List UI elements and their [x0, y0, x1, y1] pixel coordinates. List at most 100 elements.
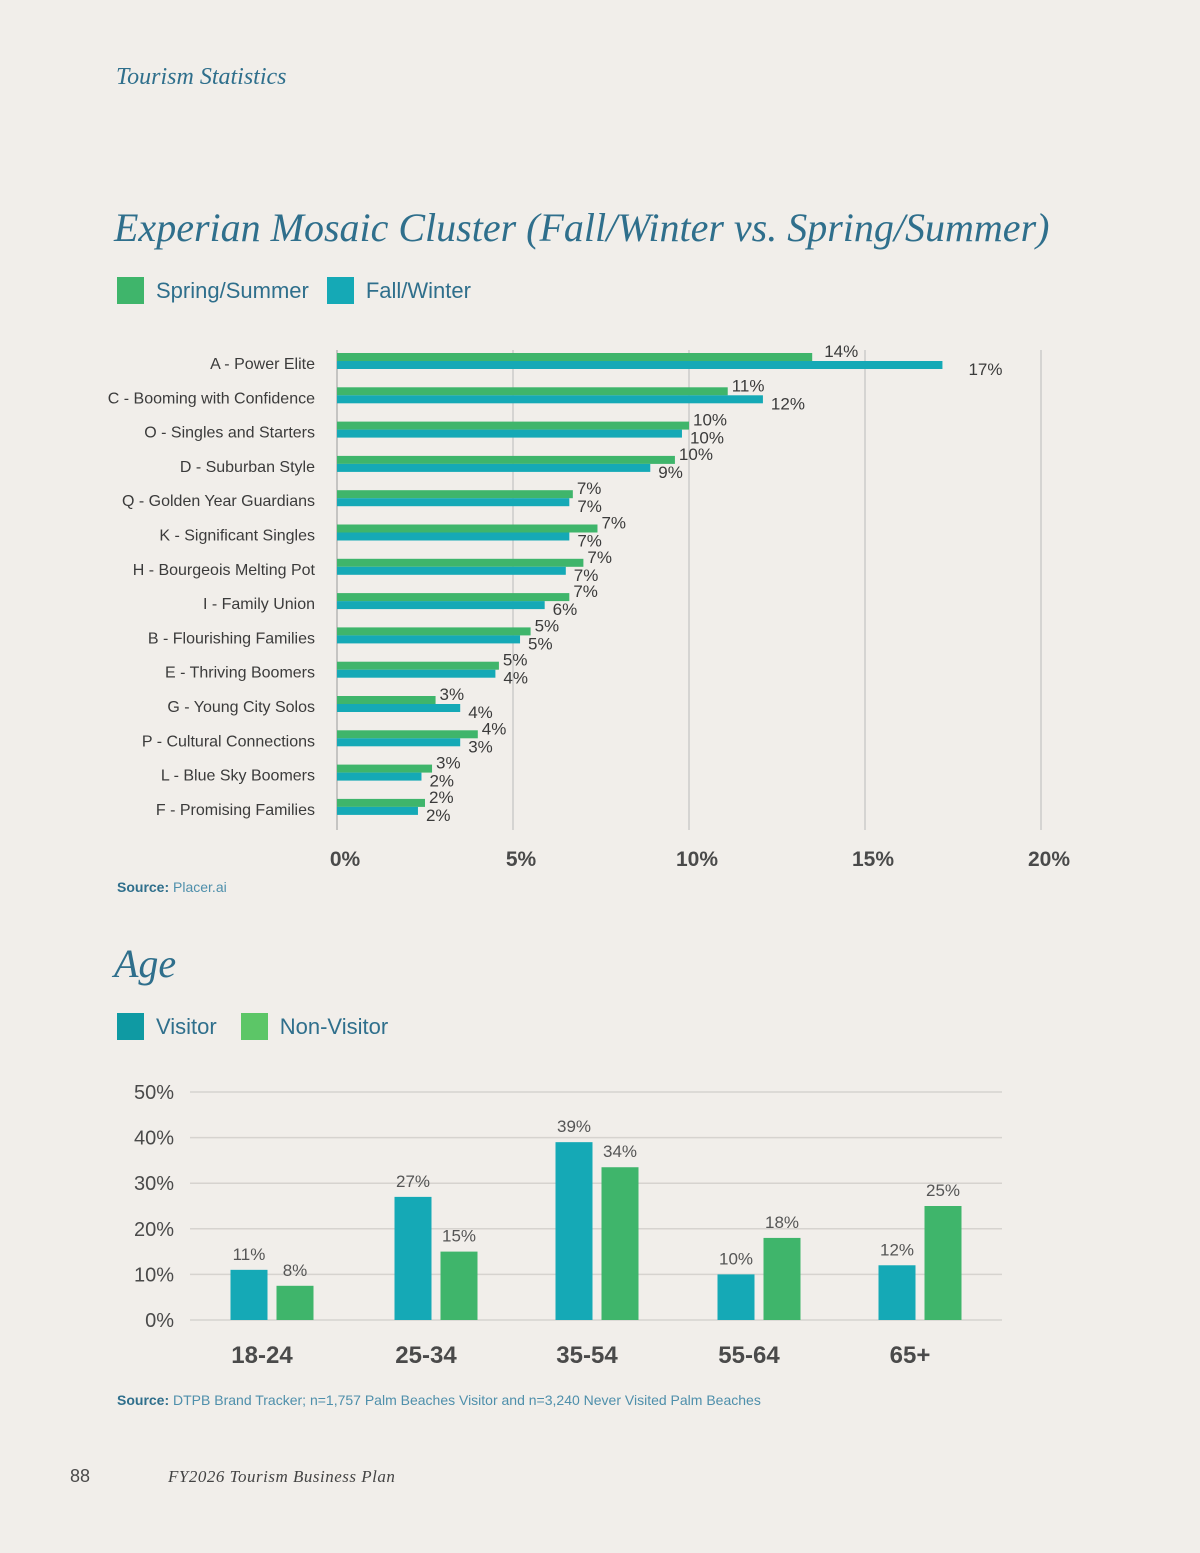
data-label-spring-summer: 4% [482, 719, 507, 738]
data-label-visitor: 10% [719, 1249, 753, 1268]
data-label-fall-winter: 4% [468, 703, 493, 722]
data-label-non-visitor: 25% [926, 1181, 960, 1200]
category-label-l-blue-sky-boomers: L - Blue Sky Boomers [161, 768, 315, 785]
category-label-f-promising-families: F - Promising Families [156, 802, 315, 819]
category-label-e-thriving-boomers: E - Thriving Boomers [165, 665, 315, 682]
category-label-p-cultural-connections: P - Cultural Connections [142, 733, 315, 750]
mosaic-source-text: Placer.ai [173, 879, 227, 895]
category-label-b-flourishing-families: B - Flourishing Families [148, 630, 315, 647]
category-label-55-64: 55-64 [718, 1342, 780, 1369]
bar-visitor [717, 1274, 755, 1320]
bar-non-visitor [601, 1167, 639, 1320]
bar-spring-summer [337, 421, 689, 430]
data-label-spring-summer: 7% [573, 582, 598, 601]
data-label-spring-summer: 10% [679, 445, 713, 464]
bar-visitor [878, 1265, 916, 1320]
x-tick-label: 5% [506, 848, 537, 871]
data-label-spring-summer: 11% [732, 376, 765, 395]
bar-spring-summer [337, 490, 573, 499]
category-label-65: 65+ [890, 1342, 931, 1369]
legend-item-spring-summer: Spring/Summer [117, 277, 309, 304]
bar-spring-summer [337, 558, 584, 567]
y-tick-label: 40% [134, 1128, 174, 1150]
bar-non-visitor [276, 1285, 314, 1320]
bar-spring-summer [337, 696, 436, 704]
data-label-non-visitor: 8% [283, 1261, 308, 1280]
data-label-spring-summer: 7% [577, 479, 602, 498]
bar-fall-winter [337, 669, 496, 678]
legend-swatch-spring-summer [117, 277, 144, 304]
bar-fall-winter [337, 601, 545, 610]
category-label-g-young-city-solos: G - Young City Solos [167, 699, 315, 716]
data-label-non-visitor: 15% [442, 1227, 476, 1246]
category-label-k-significant-singles: K - Significant Singles [159, 528, 315, 545]
y-tick-label: 30% [134, 1173, 174, 1195]
legend-swatch-non-visitor [240, 1013, 268, 1040]
y-tick-label: 50% [134, 1082, 174, 1104]
bar-spring-summer [337, 455, 675, 464]
category-label-d-suburban-style: D - Suburban Style [180, 459, 315, 476]
data-label-fall-winter: 12% [771, 394, 805, 413]
legend-label-spring-summer: Spring/Summer [156, 277, 309, 303]
bar-fall-winter [337, 429, 682, 438]
document-title: FY2026 Tourism Business Plan [168, 1467, 396, 1486]
mosaic-source-label: Source: [117, 879, 170, 895]
category-label-18-24: 18-24 [231, 1342, 293, 1369]
legend-item-fall-winter: Fall/Winter [326, 277, 471, 304]
category-label-h-bourgeois-melting-pot: H - Bourgeois Melting Pot [133, 562, 316, 579]
data-label-fall-winter: 2% [426, 806, 451, 825]
data-label-spring-summer: 14% [824, 342, 858, 361]
bar-visitor [555, 1142, 593, 1320]
data-label-spring-summer: 3% [440, 685, 465, 704]
bar-fall-winter [337, 738, 461, 747]
data-label-spring-summer: 7% [601, 514, 626, 533]
legend-swatch-visitor [117, 1013, 144, 1040]
age-chart-title: Age [114, 941, 177, 986]
bar-spring-summer [337, 353, 813, 361]
data-label-visitor: 11% [233, 1245, 266, 1264]
bar-non-visitor [440, 1251, 478, 1320]
data-label-fall-winter: 3% [468, 737, 493, 756]
data-label-fall-winter: 5% [528, 634, 553, 653]
bar-spring-summer [337, 593, 570, 602]
bar-visitor [230, 1269, 268, 1320]
bar-non-visitor [924, 1206, 962, 1320]
data-label-visitor: 27% [396, 1172, 430, 1191]
category-label-i-family-union: I - Family Union [203, 596, 315, 613]
legend-label-visitor: Visitor [156, 1013, 217, 1039]
data-label-spring-summer: 10% [693, 411, 727, 430]
legend-label-non-visitor: Non-Visitor [279, 1013, 389, 1039]
bar-spring-summer [337, 730, 478, 739]
bar-fall-winter [337, 361, 943, 369]
bar-spring-summer [337, 387, 728, 396]
bar-fall-winter [337, 498, 570, 507]
y-tick-label: 20% [134, 1219, 174, 1241]
legend-item-visitor: Visitor [117, 1013, 217, 1040]
legend-swatch-fall-winter [326, 277, 354, 304]
x-tick-label: 20% [1028, 848, 1070, 871]
bar-fall-winter [337, 532, 570, 541]
section-kicker: Tourism Statistics [116, 64, 287, 90]
age-source-text: DTPB Brand Tracker; n=1,757 Palm Beaches… [173, 1392, 761, 1408]
data-label-fall-winter: 7% [574, 566, 599, 585]
bar-spring-summer [337, 661, 499, 670]
bar-visitor [394, 1196, 432, 1320]
mosaic-source: Source: Placer.ai [117, 879, 227, 895]
data-label-fall-winter: 2% [429, 772, 454, 791]
bar-spring-summer [337, 764, 433, 773]
age-chart: 50% 40% 30% 20% 10% 0% 11% 8% 18-24 27% 15% 25-34 39… [134, 1082, 1002, 1369]
x-tick-label: 15% [852, 848, 894, 871]
bar-spring-summer [337, 627, 531, 636]
mosaic-chart-title: Experian Mosaic Cluster (Fall/Winter vs.… [114, 205, 1050, 250]
bar-fall-winter [337, 566, 566, 575]
data-label-non-visitor: 34% [603, 1142, 637, 1161]
mosaic-chart: A - Power Elite 14% 17% C - Booming with Co… [108, 342, 1071, 871]
page-number: 88 [70, 1466, 91, 1486]
legend-item-non-visitor: Non-Visitor [240, 1013, 389, 1040]
category-label-o-singles-and-starters: O - Singles and Starters [144, 425, 315, 442]
mosaic-legend: Spring/Summer Fall/Winter [117, 277, 471, 304]
data-label-fall-winter: 10% [690, 429, 724, 448]
age-source: Source: DTPB Brand Tracker; n=1,757 Palm… [117, 1392, 761, 1408]
bar-spring-summer [337, 524, 598, 533]
bar-fall-winter [337, 395, 763, 404]
